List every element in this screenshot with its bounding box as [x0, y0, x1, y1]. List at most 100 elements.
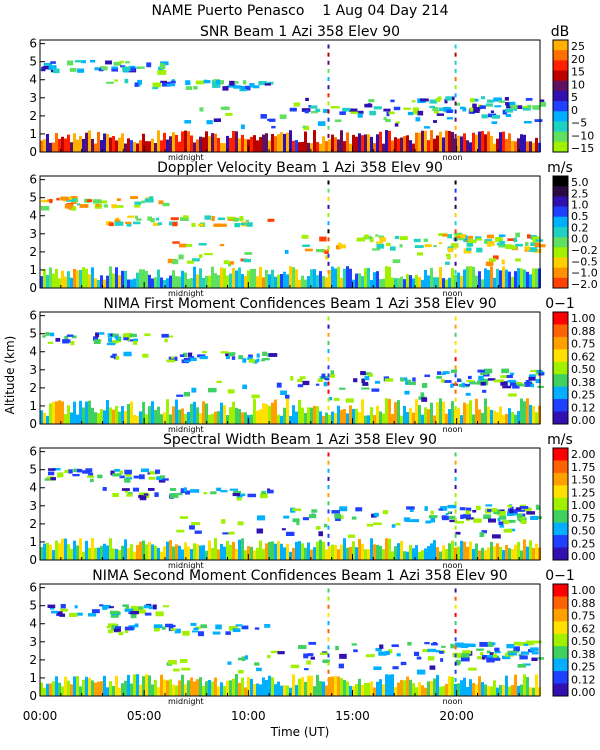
- echo-column: [244, 275, 247, 288]
- echo-patch: [376, 243, 385, 249]
- echo-patch: [403, 517, 411, 522]
- echo-patch: [152, 87, 159, 90]
- echo-column: [151, 278, 154, 288]
- echo-patch: [192, 630, 199, 633]
- echo-column: [304, 413, 307, 424]
- echo-column: [340, 678, 343, 696]
- colorbar-label: 0.75: [571, 512, 596, 525]
- echo-patch: [486, 103, 493, 106]
- echo-streak: [327, 397, 330, 402]
- echo-patch: [65, 198, 75, 202]
- y-tick-label: 3: [29, 635, 37, 649]
- echo-column: [184, 542, 187, 560]
- echo-patch: [444, 98, 448, 104]
- echo-column: [262, 548, 265, 560]
- echo-patch: [486, 657, 495, 663]
- y-tick-label: 4: [29, 73, 37, 87]
- echo-patch: [350, 111, 359, 115]
- echo-patch: [435, 650, 443, 653]
- echo-patch: [517, 643, 525, 646]
- echo-column: [388, 538, 391, 560]
- echo-patch: [328, 397, 333, 401]
- echo-streak: [327, 509, 330, 514]
- y-tick-label: 6: [29, 37, 37, 51]
- echo-patch: [477, 369, 485, 373]
- echo-patch: [220, 351, 229, 354]
- echo-column: [352, 686, 355, 696]
- echo-column: [349, 143, 352, 152]
- echo-streak: [327, 533, 330, 538]
- echo-patch: [309, 514, 317, 519]
- echo-column: [352, 408, 355, 424]
- echo-column: [520, 550, 523, 560]
- echo-column: [226, 135, 229, 152]
- echo-column: [520, 398, 523, 424]
- echo-patch: [400, 661, 407, 666]
- echo-patch: [225, 356, 230, 360]
- echo-patch: [191, 387, 197, 393]
- panel-4: Spectral Width Beam 1 Azi 358 Elev 90 m/s…: [29, 432, 595, 570]
- echo-patch: [125, 471, 132, 477]
- echo-streak: [454, 596, 457, 601]
- echo-column: [277, 681, 280, 696]
- echo-column: [253, 684, 256, 696]
- echo-column: [232, 678, 235, 696]
- echo-column: [427, 409, 430, 424]
- echo-column: [523, 539, 526, 560]
- echo-patch: [111, 625, 115, 629]
- echo-patch: [481, 114, 488, 119]
- echo-column: [505, 269, 508, 288]
- echo-column: [277, 541, 280, 560]
- echo-patch: [60, 608, 68, 612]
- echo-column: [94, 682, 97, 696]
- colorbar: 1.000.880.750.620.500.380.250.120.00: [552, 583, 596, 699]
- echo-streak: [454, 332, 457, 337]
- echo-patch: [456, 378, 461, 383]
- echo-patch: [88, 472, 94, 477]
- echo-patch: [469, 107, 474, 112]
- echo-column: [409, 408, 412, 424]
- echo-patch: [143, 604, 150, 609]
- echo-column: [358, 678, 361, 696]
- time-marker-noon: noon: [443, 697, 463, 706]
- echo-patch: [213, 223, 222, 227]
- echo-column: [424, 130, 427, 152]
- echo-column: [484, 550, 487, 560]
- echo-column: [355, 547, 358, 560]
- echo-patch: [357, 113, 363, 118]
- echo-column: [181, 131, 184, 152]
- echo-streak: [327, 452, 330, 457]
- echo-column: [97, 681, 100, 696]
- echo-column: [406, 676, 409, 696]
- echo-column: [445, 549, 448, 560]
- echo-column: [142, 401, 145, 424]
- echo-column: [334, 544, 337, 560]
- echo-patch: [245, 219, 249, 223]
- echo-streak: [454, 253, 457, 258]
- echo-column: [73, 540, 76, 560]
- echo-patch: [114, 79, 119, 82]
- colorbar-label: 20: [571, 53, 585, 66]
- y-tick-label: 0: [29, 281, 37, 295]
- echo-patch: [149, 471, 159, 475]
- echo-patch: [430, 517, 436, 523]
- y-tick-label: 2: [29, 653, 37, 667]
- echo-patch: [430, 643, 438, 646]
- echo-column: [259, 684, 262, 696]
- echo-patch: [445, 513, 449, 516]
- echo-patch: [176, 529, 185, 533]
- echo-patch: [152, 604, 157, 610]
- echo-column: [472, 132, 475, 152]
- echo-column: [400, 415, 403, 424]
- echo-patch: [191, 222, 196, 227]
- echo-patch: [283, 515, 290, 519]
- echo-column: [79, 686, 82, 696]
- echo-patch: [302, 517, 309, 521]
- y-tick-label: 1: [29, 399, 37, 413]
- echo-patch: [465, 507, 472, 512]
- colorbar-label: 0.00: [571, 686, 596, 699]
- echo-column: [106, 400, 109, 424]
- echo-column: [196, 679, 199, 696]
- echo-column: [391, 413, 394, 424]
